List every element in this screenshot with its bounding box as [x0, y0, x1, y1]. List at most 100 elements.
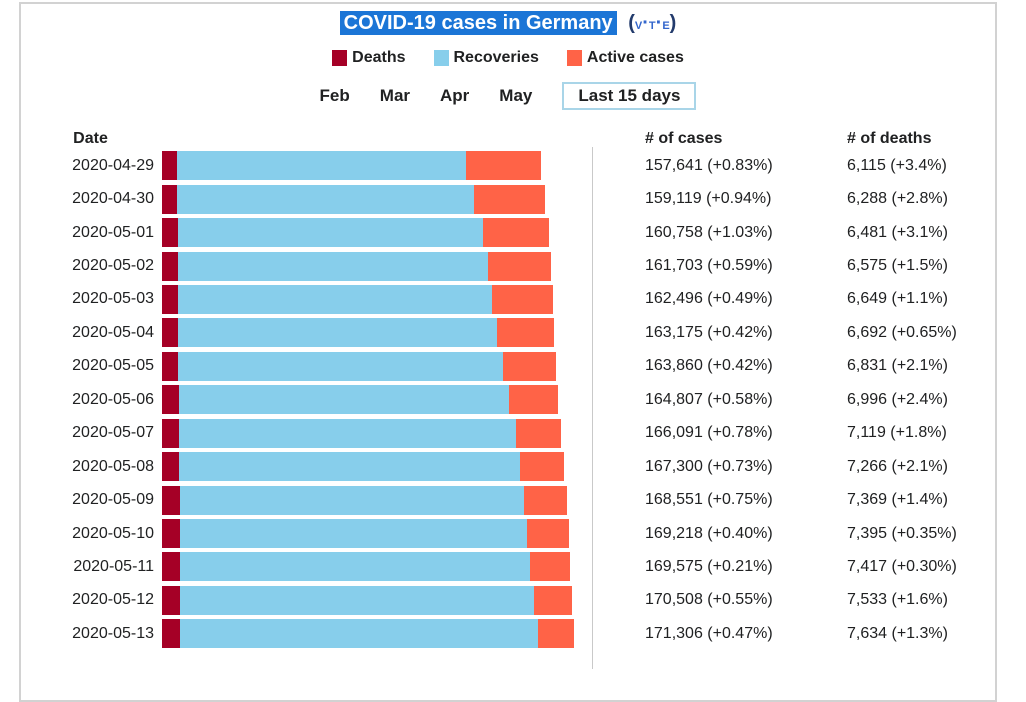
table-row: 2020-05-02 161,703 (+0.59%) 6,575 (+1.5%) — [21, 249, 995, 282]
axis-line — [592, 147, 593, 669]
deaths-value: 6,288 (+2.8%) — [847, 190, 948, 208]
table-row: 2020-05-12 170,508 (+0.55%) 7,533 (+1.6%) — [21, 584, 995, 617]
cases-value: 163,175 (+0.42%) — [645, 323, 773, 341]
stacked-bar — [162, 385, 559, 415]
deaths-value: 7,119 (+1.8%) — [847, 424, 947, 442]
legend-item-recoveries: Recoveries — [433, 49, 539, 67]
table-row: 2020-05-09 168,551 (+0.75%) 7,369 (+1.4%) — [21, 483, 995, 516]
deaths-value: 6,996 (+2.4%) — [847, 390, 948, 408]
legend-label: Recoveries — [453, 49, 539, 66]
legend: Deaths Recoveries Active cases — [21, 49, 995, 67]
title-row: COVID-19 cases in Germany (v·t·e) — [21, 11, 995, 37]
date-label: 2020-05-03 — [72, 290, 154, 308]
deaths-segment — [162, 585, 181, 615]
stacked-bar — [162, 552, 570, 582]
bar-cell — [160, 584, 592, 617]
active-cases-segment — [509, 385, 559, 415]
deaths-value: 7,533 (+1.6%) — [847, 591, 948, 609]
bar-cell — [160, 417, 592, 450]
active-cases-segment — [534, 585, 573, 615]
date-column-header: Date — [73, 130, 108, 147]
cases-value: 166,091 (+0.78%) — [645, 424, 773, 442]
recoveries-segment — [179, 418, 517, 448]
tab-mar[interactable]: Mar — [379, 86, 411, 105]
date-label: 2020-05-08 — [72, 457, 154, 475]
table-row: 2020-05-07 166,091 (+0.78%) 7,119 (+1.8%) — [21, 417, 995, 450]
chart-title[interactable]: COVID-19 cases in Germany — [339, 11, 617, 35]
deaths-value: 6,692 (+0.65%) — [847, 323, 957, 341]
bar-cell — [160, 149, 592, 182]
recoveries-segment — [177, 218, 483, 248]
stacked-bar — [162, 251, 551, 281]
deaths-value: 7,395 (+0.35%) — [847, 524, 957, 542]
bar-cell — [160, 550, 592, 583]
cases-value: 170,508 (+0.55%) — [645, 591, 773, 609]
recoveries-segment — [178, 318, 498, 348]
date-label: 2020-05-11 — [73, 557, 154, 575]
legend-label: Deaths — [352, 49, 406, 66]
date-label: 2020-05-07 — [72, 424, 154, 442]
deaths-segment — [162, 619, 181, 649]
vte-separator: · — [642, 12, 649, 34]
date-label: 2020-04-29 — [72, 156, 154, 174]
vte-view-link[interactable]: v — [634, 16, 643, 33]
active-cases-segment — [503, 351, 557, 381]
bar-cell — [160, 450, 592, 483]
bar-cell — [160, 216, 592, 249]
cases-value: 157,641 (+0.83%) — [645, 156, 773, 174]
deaths-segment — [162, 251, 178, 281]
bar-cell — [160, 283, 592, 316]
deaths-segment — [162, 318, 179, 348]
deaths-segment — [162, 151, 177, 181]
cases-column-header: # of cases — [645, 130, 723, 147]
stacked-bar — [162, 452, 565, 482]
cases-value: 163,860 (+0.42%) — [645, 357, 773, 375]
stacked-bar — [162, 485, 568, 515]
deaths-value: 7,369 (+1.4%) — [847, 491, 948, 509]
recoveries-segment — [180, 585, 535, 615]
deaths-segment — [162, 184, 178, 214]
cases-value: 162,496 (+0.49%) — [645, 290, 773, 308]
deaths-value: 6,481 (+3.1%) — [847, 223, 948, 241]
date-label: 2020-05-01 — [72, 223, 154, 241]
vte-talk-link[interactable]: t — [648, 16, 656, 33]
tab-feb[interactable]: Feb — [319, 86, 350, 105]
stacked-bar — [162, 318, 555, 348]
deaths-value: 6,115 (+3.4%) — [847, 156, 947, 174]
cases-value: 160,758 (+1.03%) — [645, 223, 773, 241]
last-15-days-button[interactable]: Last 15 days — [562, 82, 697, 110]
active-cases-segment — [524, 485, 568, 515]
stacked-bar — [162, 418, 562, 448]
cases-value: 168,551 (+0.75%) — [645, 491, 773, 509]
table-row: 2020-05-11 169,575 (+0.21%) 7,417 (+0.30%) — [21, 550, 995, 583]
recoveries-swatch-icon — [433, 50, 449, 66]
deaths-value: 7,417 (+0.30%) — [847, 557, 957, 575]
tab-may[interactable]: May — [499, 86, 533, 105]
active-cases-segment — [537, 619, 574, 649]
date-label: 2020-05-02 — [72, 257, 154, 275]
bar-cell — [160, 249, 592, 282]
recoveries-segment — [179, 519, 528, 549]
legend-item-deaths: Deaths — [332, 49, 406, 67]
deaths-segment — [162, 418, 180, 448]
recoveries-segment — [179, 552, 530, 582]
active-cases-segment — [466, 151, 542, 181]
recoveries-segment — [178, 385, 510, 415]
active-cases-segment — [497, 318, 555, 348]
tab-apr[interactable]: Apr — [440, 86, 470, 105]
vte-close-paren: ) — [669, 12, 677, 34]
vte-edit-link[interactable]: e — [662, 16, 670, 33]
active-cases-segment — [482, 218, 549, 248]
table-rows: 2020-04-29 157,641 (+0.83%) 6,115 (+3.4%) 2… — [21, 147, 995, 669]
deaths-segment — [162, 452, 180, 482]
deaths-swatch-icon — [332, 50, 348, 66]
date-label: 2020-05-04 — [72, 323, 154, 341]
bar-cell — [160, 182, 592, 215]
range-tabs: Feb Mar Apr May Last 15 days — [21, 82, 995, 110]
recoveries-segment — [177, 184, 475, 214]
chart-frame: COVID-19 cases in Germany (v·t·e) Deaths… — [19, 2, 997, 702]
bar-cell — [160, 350, 592, 383]
bar-cell — [160, 316, 592, 349]
date-label: 2020-05-06 — [72, 390, 154, 408]
deaths-value: 7,266 (+2.1%) — [847, 457, 948, 475]
